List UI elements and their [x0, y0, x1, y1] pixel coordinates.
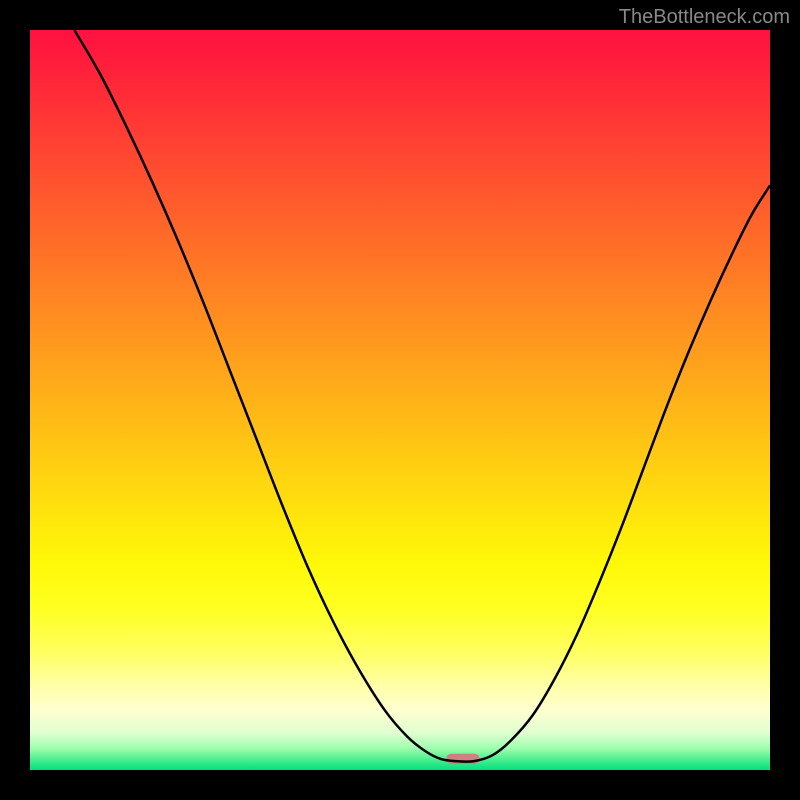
bottleneck-chart: TheBottleneck.com	[0, 0, 800, 800]
frame-right	[770, 0, 800, 800]
plot-background	[30, 30, 770, 770]
frame-bottom	[0, 770, 800, 800]
chart-svg	[0, 0, 800, 800]
frame-left	[0, 0, 30, 800]
watermark-text: TheBottleneck.com	[619, 6, 790, 29]
